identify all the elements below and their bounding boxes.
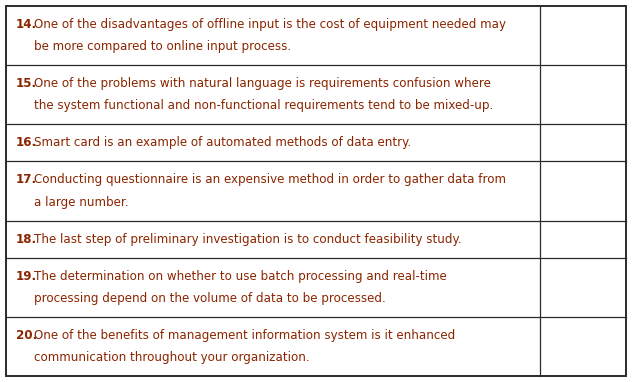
Text: 16.: 16. [16, 136, 37, 149]
Text: One of the benefits of management information system is it enhanced: One of the benefits of management inform… [34, 329, 455, 342]
Text: Conducting questionnaire is an expensive method in order to gather data from: Conducting questionnaire is an expensive… [34, 173, 506, 186]
Text: the system functional and non-functional requirements tend to be mixed-up.: the system functional and non-functional… [34, 99, 493, 112]
Text: 20.: 20. [16, 329, 37, 342]
Text: be more compared to online input process.: be more compared to online input process… [34, 40, 291, 53]
Text: a large number.: a large number. [34, 196, 128, 209]
Text: The determination on whether to use batch processing and real-time: The determination on whether to use batc… [34, 270, 447, 283]
Text: One of the disadvantages of offline input is the cost of equipment needed may: One of the disadvantages of offline inpu… [34, 18, 506, 31]
Text: processing depend on the volume of data to be processed.: processing depend on the volume of data … [34, 292, 386, 305]
Text: 19.: 19. [16, 270, 37, 283]
Text: communication throughout your organization.: communication throughout your organizati… [34, 351, 310, 364]
Text: Smart card is an example of automated methods of data entry.: Smart card is an example of automated me… [34, 136, 411, 149]
Text: 18.: 18. [16, 233, 37, 246]
Text: 14.: 14. [16, 18, 37, 31]
Text: 17.: 17. [16, 173, 37, 186]
Text: The last step of preliminary investigation is to conduct feasibility study.: The last step of preliminary investigati… [34, 233, 461, 246]
Text: 15.: 15. [16, 77, 37, 90]
Text: One of the problems with natural language is requirements confusion where: One of the problems with natural languag… [34, 77, 491, 90]
